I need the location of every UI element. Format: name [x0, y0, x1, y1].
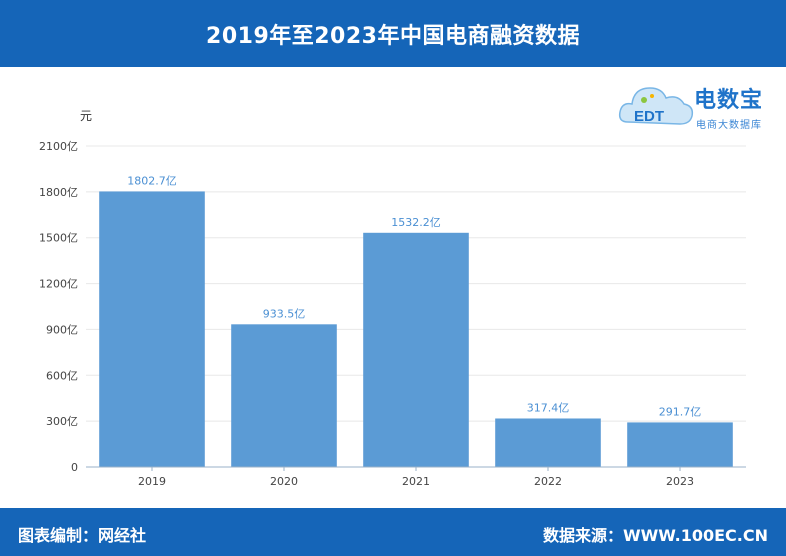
y-tick-label: 1800亿: [39, 186, 78, 199]
chart-title: 2019年至2023年中国电商融资数据: [206, 23, 580, 49]
y-axis-unit-label: 元: [80, 109, 92, 123]
data-label-2023: 291.7亿: [659, 405, 702, 418]
logo-name: 电数宝: [694, 88, 764, 113]
y-tick-label: 2100亿: [39, 140, 78, 153]
x-tick-label-2019: 2019: [138, 475, 166, 488]
bar-2020: [231, 324, 337, 467]
chart-title-bar: 2019年至2023年中国电商融资数据: [0, 0, 786, 67]
data-label-2021: 1532.2亿: [391, 216, 441, 229]
footer-credit: 图表编制：网经社: [18, 526, 147, 545]
y-tick-label: 900亿: [46, 323, 78, 336]
bar-2022: [495, 418, 601, 467]
y-tick-label: 1200亿: [39, 278, 78, 291]
bar-2023: [627, 422, 733, 467]
x-tick-label-2020: 2020: [270, 475, 298, 488]
y-tick-label: 300亿: [46, 415, 78, 428]
x-tick-label-2022: 2022: [534, 475, 562, 488]
data-label-2020: 933.5亿: [263, 307, 306, 320]
logo-tagline: 电商大数据库: [696, 120, 762, 131]
x-tick-label-2021: 2021: [402, 475, 430, 488]
x-tick-label-2023: 2023: [666, 475, 694, 488]
data-label-2022: 317.4亿: [527, 401, 570, 414]
footer-source: 数据来源：WWW.100EC.CN: [542, 526, 768, 545]
y-tick-label: 1500亿: [39, 232, 78, 245]
data-label-2019: 1802.7亿: [127, 174, 177, 187]
cloud-logo-icon: EDT: [618, 87, 694, 125]
y-tick-label: 600亿: [46, 369, 78, 382]
brand-logo: EDT 电数宝 电商大数据库: [618, 74, 778, 134]
y-axis-ticks: 0 300亿 600亿 900亿 1200亿 1500亿 1800亿 2100亿: [39, 140, 78, 474]
y-tick-label: 0: [71, 461, 78, 474]
bar-2021: [363, 232, 469, 467]
x-axis-ticks: 2019 2020 2021 2022 2023: [138, 467, 694, 488]
footer-bar: 图表编制：网经社 数据来源：WWW.100EC.CN: [0, 508, 786, 556]
data-labels: 1802.7亿 933.5亿 1532.2亿 317.4亿 291.7亿: [127, 174, 701, 418]
bar-2019: [99, 191, 205, 467]
bars: [99, 191, 733, 467]
logo-mark-text: EDT: [634, 108, 664, 125]
